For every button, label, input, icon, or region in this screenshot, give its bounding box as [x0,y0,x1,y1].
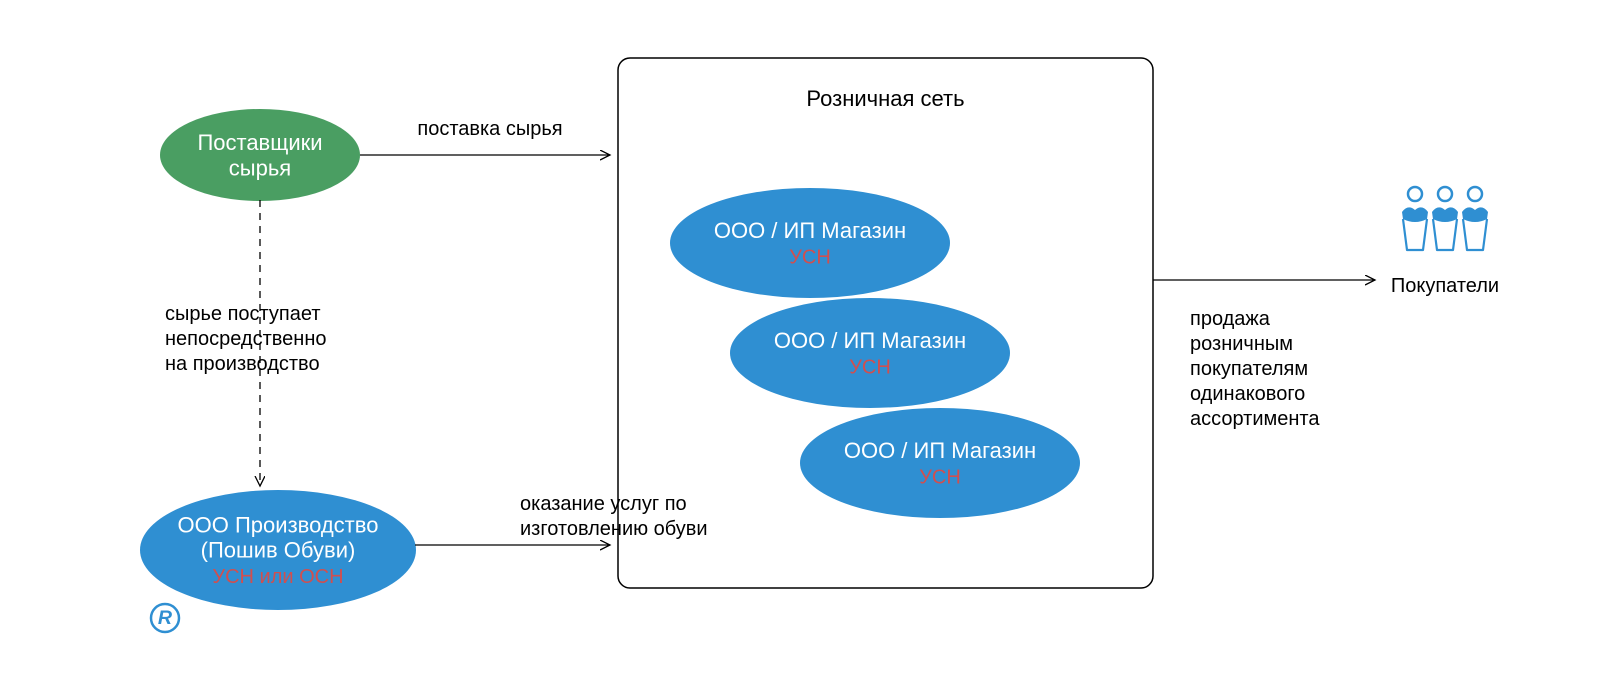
buyers-caption: Покупатели [1391,275,1499,297]
edge-retail-sale-label: розничным [1190,333,1293,355]
registered-trademark-icon: R [151,604,179,632]
store-node-3: ООО / ИП Магазин УСН [800,408,1080,518]
edge-raw-to-production-label: сырье поступает [165,303,321,325]
edge-raw-to-production-label: непосредственно [165,328,327,350]
suppliers-node-label: сырья [229,155,291,180]
buyers-icon: Покупатели [1391,187,1499,297]
store-node-3-tax-regime: УСН [919,466,961,488]
edge-manufacturing-services: оказание услуг по изготовлению обуви [415,493,708,545]
production-node-tax-regime: УСН или ОСН [212,566,343,588]
suppliers-node: Поставщикисырья [160,109,360,201]
edge-retail-sale: продажа розничным покупателям одинакового ас… [1153,280,1375,430]
edge-manufacturing-services-label: изготовлению обуви [520,518,708,540]
edge-retail-sale-label: одинакового [1190,383,1305,405]
store-node-2-label: ООО / ИП Магазин [774,328,966,353]
suppliers-node-label: Поставщики [197,130,322,155]
store-node-1-label: ООО / ИП Магазин [714,218,906,243]
store-node-2: ООО / ИП Магазин УСН [730,298,1010,408]
edge-manufacturing-services-label: оказание услуг по [520,493,687,515]
edge-retail-sale-label: покупателям [1190,358,1308,380]
production-node: ООО Производство(Пошив Обуви) УСН или ОСН [140,490,416,610]
store-node-1: ООО / ИП Магазин УСН [670,188,950,298]
edge-raw-to-production: сырье поступает непосредственно на произво… [165,200,327,486]
business-structure-diagram: Розничная сеть Поставщикисырья ООО Произво… [0,0,1600,687]
edge-retail-sale-label: продажа [1190,308,1271,330]
edge-retail-sale-label: ассортимента [1190,408,1320,430]
edge-supply: поставка сырья [360,118,610,155]
edge-raw-to-production-label: на производство [165,353,320,375]
store-node-3-label: ООО / ИП Магазин [844,438,1036,463]
registered-trademark-letter: R [158,607,173,629]
store-node-2-tax-regime: УСН [849,356,891,378]
production-node-label: ООО Производство [178,512,379,537]
store-node-1-tax-regime: УСН [789,246,831,268]
production-node-label: (Пошив Обуви) [201,538,356,563]
retail-network-title: Розничная сеть [806,86,964,111]
edge-supply-label: поставка сырья [417,118,562,140]
